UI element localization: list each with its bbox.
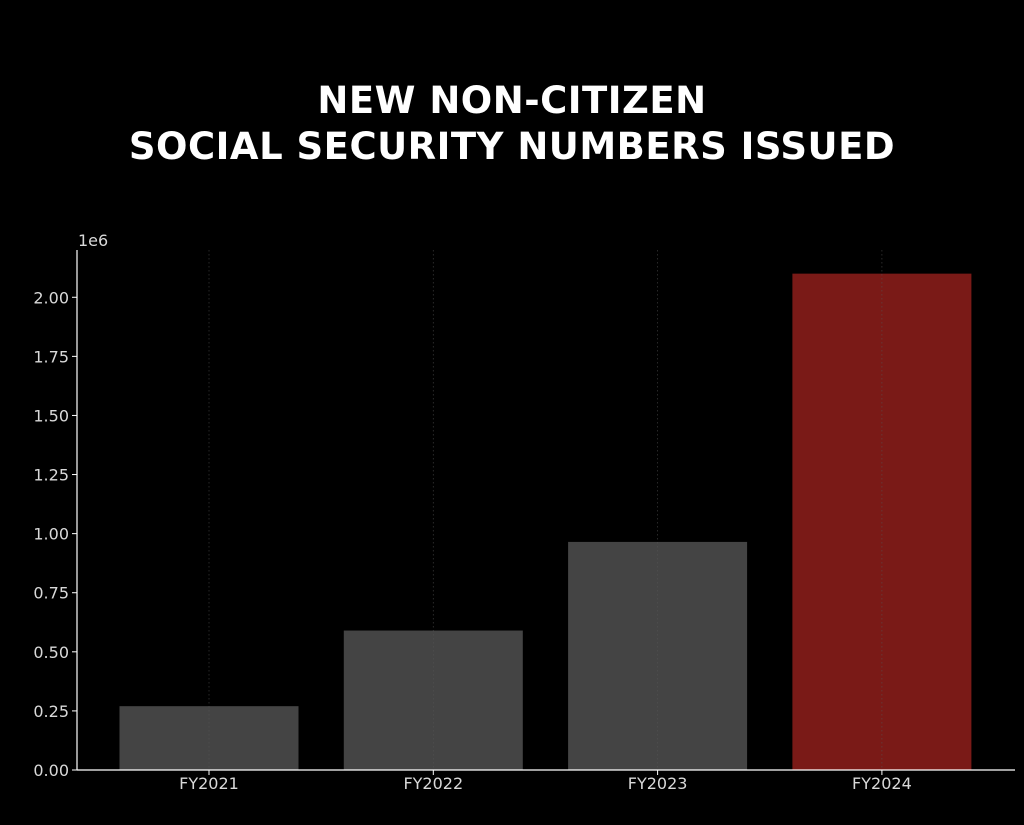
y-tick-label: 2.00 bbox=[33, 288, 69, 307]
y-tick-label: 1.00 bbox=[33, 525, 69, 544]
x-tick-label: FY2021 bbox=[179, 774, 239, 793]
y-axis-ticks: 0.00 0.25 0.50 0.75 1.00 1.25 1.50 1.75 2.00 bbox=[33, 288, 77, 780]
bars bbox=[119, 273, 972, 770]
y-tick-label: 1.75 bbox=[33, 347, 69, 366]
grid-lines bbox=[208, 250, 883, 770]
x-tick-label: FY2024 bbox=[852, 774, 912, 793]
y-tick-label: 0.50 bbox=[33, 643, 69, 662]
y-tick-label: 0.25 bbox=[33, 702, 69, 721]
bar-fy2024 bbox=[792, 273, 972, 770]
chart-title-line-1: NEW NON-CITIZEN bbox=[317, 79, 707, 122]
y-tick-label: 0.00 bbox=[33, 761, 69, 780]
chart-title: NEW NON-CITIZEN SOCIAL SECURITY NUMBERS … bbox=[0, 78, 1024, 170]
bar-fy2023 bbox=[568, 541, 748, 770]
y-tick-label: 1.25 bbox=[33, 466, 69, 485]
y-tick-label: 0.75 bbox=[33, 584, 69, 603]
y-axis-offset-label: 1e6 bbox=[78, 231, 108, 250]
chart-title-line-2: SOCIAL SECURITY NUMBERS ISSUED bbox=[128, 125, 896, 168]
x-tick-label: FY2022 bbox=[403, 774, 463, 793]
y-tick-label: 1.50 bbox=[33, 406, 69, 425]
x-tick-label: FY2023 bbox=[628, 774, 688, 793]
x-axis-ticks: FY2021 FY2022 FY2023 FY2024 bbox=[179, 770, 912, 793]
axes bbox=[76, 250, 1015, 771]
